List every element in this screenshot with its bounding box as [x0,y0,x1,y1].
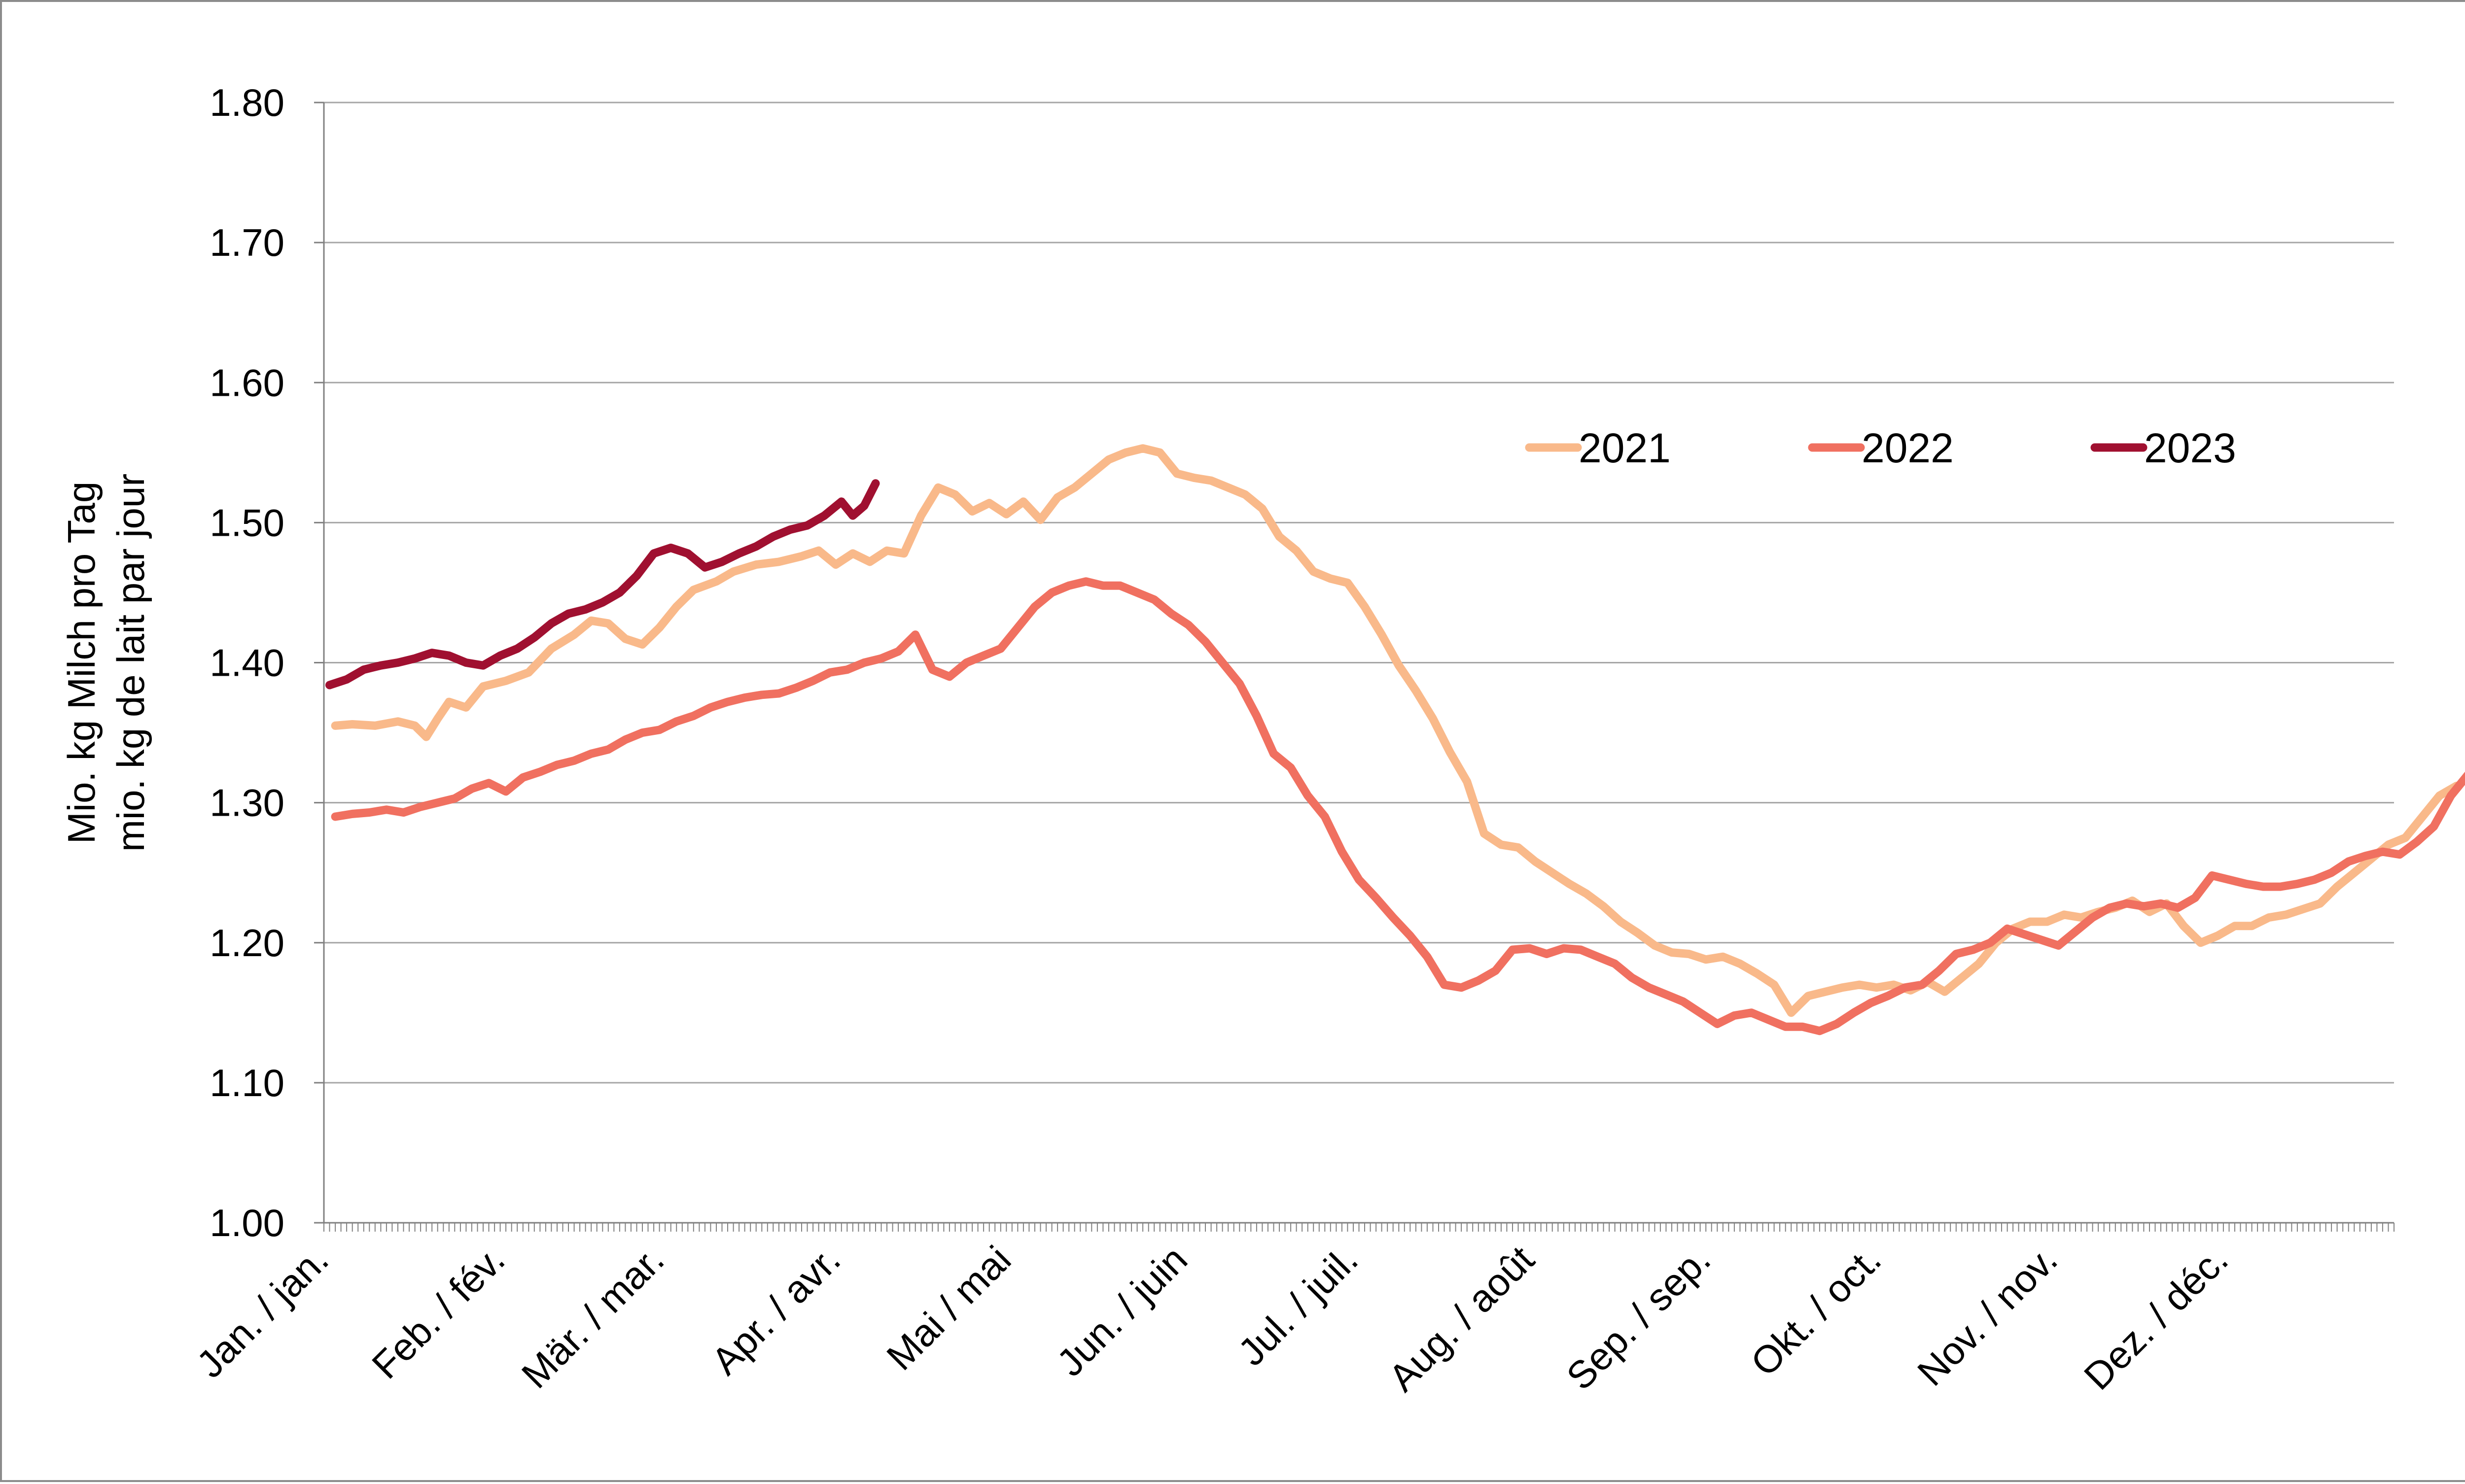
x-tick-label: Okt. / oct. [1742,1238,1889,1384]
y-tick-label: 1.50 [210,501,284,544]
legend-label-2022: 2022 [1862,425,1954,471]
y-tick-label: 1.20 [210,921,284,965]
x-tick-label: Nov. / nov. [1909,1238,2066,1394]
series-line-2022 [335,582,2465,1031]
x-day-ticks [324,1223,2394,1232]
y-tick-label: 1.70 [210,221,284,264]
y-tick-label: 1.40 [210,641,284,685]
x-tick-marks [324,1223,2394,1232]
x-tick-label: Jun. / juin [1049,1238,1196,1384]
y-tick-label: 1.30 [210,781,284,825]
y-tick-labels: 1.00 1.10 1.20 1.30 1.40 1.50 1.60 1.70 1.80 [210,81,284,1244]
y-axis-title-line: mio. kg de lait par jour [109,474,152,852]
y-tick-label: 1.10 [210,1061,284,1104]
y-tick-label: 1.00 [210,1201,284,1244]
y-tick-label: 1.60 [210,361,284,404]
x-tick-label: Sep. / sep. [1558,1238,1719,1398]
series-lines [330,449,2465,1031]
x-tick-label: Feb. / fév. [363,1238,513,1387]
y-tick-label: 1.80 [210,81,284,124]
x-tick-label: Jul. / juil. [1230,1238,1366,1374]
legend-label-2023: 2023 [2144,425,2236,471]
x-tick-label: Dez. / déc. [2076,1238,2236,1398]
series-line-2023 [330,483,876,685]
x-tick-label: Apr. / avr. [703,1238,848,1383]
axes [314,103,2394,1232]
y-axis-title-line: Mio. kg Milch pro Tag [60,482,103,844]
legend-label-2021: 2021 [1579,425,1671,471]
legend: 2021 2022 2023 [1529,425,2236,471]
x-tick-label: Aug. / août [1380,1238,1543,1400]
x-tick-labels: Jan. / jan.Feb. / fév.Mär. / mar.Apr. / … [188,1238,2236,1400]
x-tick-label: Jan. / jan. [188,1238,337,1386]
x-tick-label: Mär. / mar. [513,1238,672,1397]
x-tick-label: Mai / mai [878,1238,1019,1379]
